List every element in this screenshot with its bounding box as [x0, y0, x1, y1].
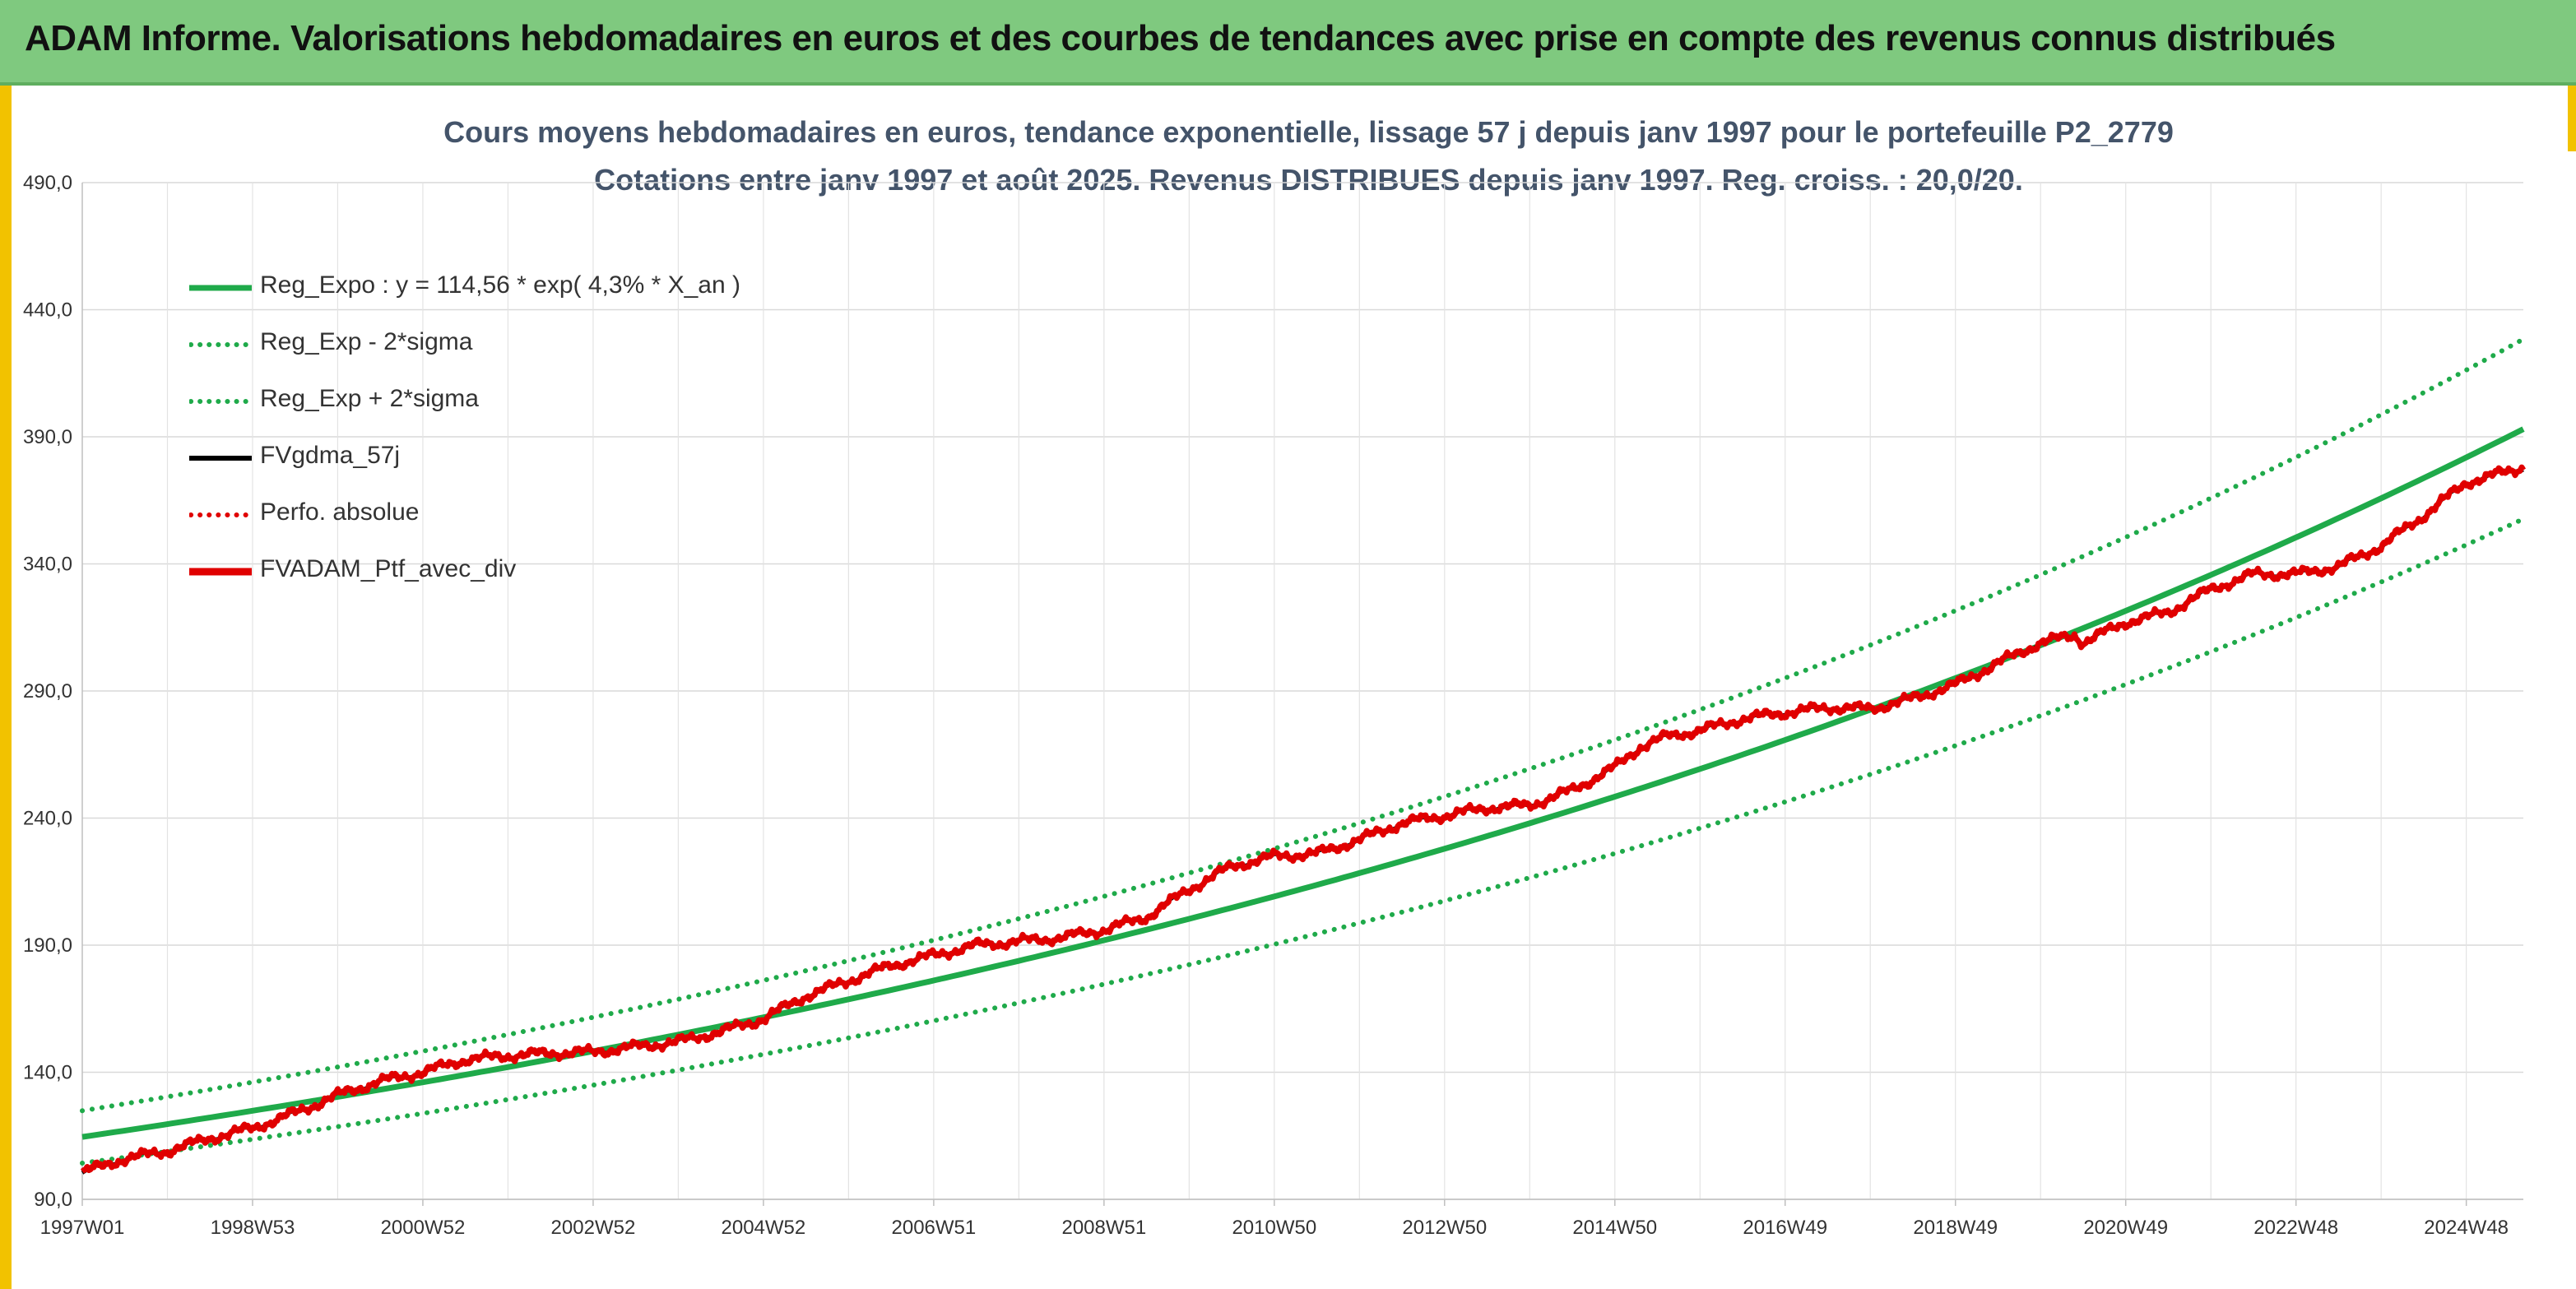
y-tick-label: 90,0 [34, 1189, 72, 1211]
x-tick-label: 1998W53 [211, 1217, 295, 1239]
fvadam-ptf-avec-div-line [80, 464, 2526, 1174]
frame-right-accent [2568, 86, 2576, 151]
x-tick-label: 1997W01 [40, 1217, 125, 1239]
reg-expo-line [81, 426, 2525, 1140]
grid [82, 182, 2523, 1200]
chart-area: Cours moyens hebdomadaires en euros, ten… [0, 86, 2576, 1289]
x-tick-label: 2002W52 [551, 1217, 636, 1239]
y-tick-label: 240,0 [23, 808, 72, 830]
x-tick-label: 2008W51 [1061, 1217, 1146, 1239]
x-tick-label: 2022W48 [2253, 1217, 2338, 1239]
x-tick-label: 2020W49 [2083, 1217, 2168, 1239]
frame-left-accent [0, 86, 12, 1289]
x-tick-label: 2006W51 [892, 1217, 977, 1239]
x-tick-label: 2018W49 [1913, 1217, 1998, 1239]
x-tick-label: 2016W49 [1743, 1217, 1827, 1239]
x-tick-label: 2004W52 [722, 1217, 806, 1239]
x-tick-label: 2000W52 [381, 1217, 466, 1239]
x-tick-label: 2010W50 [1232, 1217, 1316, 1239]
legend-label: FVADAM_Ptf_avec_div [260, 555, 517, 582]
y-tick-label: 340,0 [23, 554, 72, 576]
legend-swatch-fvadam [189, 568, 252, 576]
legend-label: Reg_Exp + 2*sigma [260, 385, 479, 412]
legend-swatch-reg-exp-minus [189, 342, 252, 347]
legend-label: Reg_Exp - 2*sigma [260, 328, 473, 355]
banner-title: ADAM Informe. Valorisations hebdomadaire… [25, 18, 2336, 58]
legend-swatch-fvgdma [189, 456, 252, 461]
x-tick-label: 2024W48 [2424, 1217, 2509, 1239]
reg-exp-plus-2sigma-line [80, 336, 2526, 1114]
y-tick-label: 490,0 [23, 172, 72, 194]
y-tick-label: 440,0 [23, 299, 72, 322]
y-tick-label: 290,0 [23, 680, 72, 702]
y-tick-label: 390,0 [23, 426, 72, 448]
x-tick-label: 2014W50 [1572, 1217, 1657, 1239]
y-tick-label: 140,0 [23, 1062, 72, 1084]
plot: 90,0 140,0 190,0 240,0 290,0 340,0 390,0 440,0 4… [23, 172, 2526, 1239]
legend-swatch-reg-expo [189, 285, 252, 291]
axes: 90,0 140,0 190,0 240,0 290,0 340,0 390,0 440,0 4… [23, 172, 2523, 1239]
series [80, 336, 2526, 1175]
y-tick-label: 190,0 [23, 934, 72, 957]
banner: ADAM Informe. Valorisations hebdomadaire… [0, 0, 2576, 86]
legend-swatch-reg-exp-plus [189, 399, 252, 404]
chart-title: Cours moyens hebdomadaires en euros, ten… [443, 115, 2174, 149]
legend-swatch-perfo [189, 512, 252, 517]
x-tick-label: 2012W50 [1402, 1217, 1487, 1239]
legend-label: Reg_Expo : y = 114,56 * exp( 4,3% * X_an… [260, 271, 740, 299]
legend-label: FVgdma_57j [260, 442, 401, 469]
legend-label: Perfo. absolue [260, 498, 420, 526]
